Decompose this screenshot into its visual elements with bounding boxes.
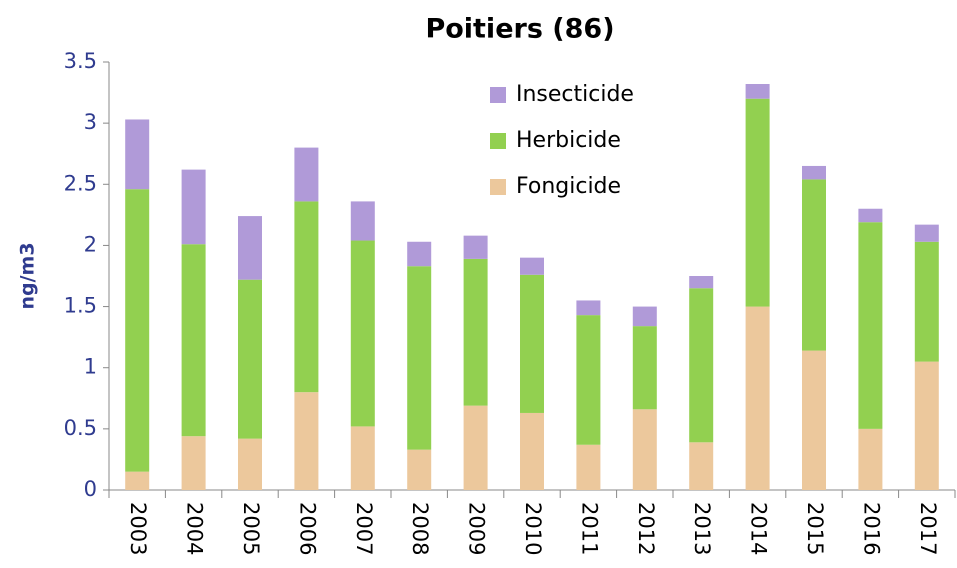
x-tick-label: 2008 bbox=[408, 502, 432, 555]
bar-segment bbox=[350, 240, 375, 427]
bar-segment bbox=[238, 216, 262, 280]
x-tick-label: 2017 bbox=[916, 502, 940, 555]
y-tick-label: 0 bbox=[84, 477, 97, 501]
bar-segment bbox=[407, 266, 432, 450]
bar-segment bbox=[576, 300, 601, 316]
x-tick-label: 2005 bbox=[239, 502, 263, 555]
y-axis-label: ng/m3 bbox=[17, 242, 39, 309]
bar-segment bbox=[125, 471, 150, 490]
y-tick-label: 2 bbox=[84, 232, 97, 256]
bar-segment bbox=[294, 201, 319, 393]
bar-segment bbox=[463, 258, 488, 406]
bar-segment bbox=[858, 428, 883, 490]
bar-segment bbox=[350, 201, 375, 241]
x-tick-label: 2013 bbox=[690, 502, 714, 555]
legend-swatch bbox=[490, 133, 506, 149]
bar-segment bbox=[632, 326, 657, 410]
bar-segment bbox=[294, 392, 319, 490]
bar-segment bbox=[689, 288, 714, 443]
x-tick-label: 2009 bbox=[465, 502, 489, 555]
bar-segment bbox=[802, 179, 826, 351]
x-tick-label: 2012 bbox=[634, 502, 658, 555]
x-tick-label: 2014 bbox=[747, 502, 771, 555]
bar-segment bbox=[520, 412, 544, 490]
bar-segment bbox=[745, 84, 770, 99]
bar-segment bbox=[802, 350, 826, 490]
bar-segment bbox=[858, 208, 883, 223]
x-tick-label: 2006 bbox=[295, 502, 319, 555]
x-tick-label: 2016 bbox=[859, 502, 883, 555]
bar-segment bbox=[520, 257, 544, 275]
y-tick-label: 2.5 bbox=[64, 171, 97, 195]
legend-label: Insecticide bbox=[516, 82, 634, 107]
x-tick-label: 2011 bbox=[577, 502, 601, 555]
bar-segment bbox=[576, 315, 601, 445]
y-tick-label: 1.5 bbox=[64, 294, 97, 318]
x-tick-label: 2007 bbox=[352, 502, 376, 555]
bar-segment bbox=[576, 444, 601, 490]
bar-segment bbox=[858, 222, 883, 429]
x-tick-label: 2015 bbox=[803, 502, 827, 555]
x-tick-label: 2003 bbox=[126, 502, 150, 555]
bar-segment bbox=[407, 241, 432, 267]
bar-segment bbox=[407, 449, 432, 490]
y-tick-label: 3.5 bbox=[64, 49, 97, 73]
bar-segment bbox=[125, 189, 150, 472]
legend-swatch bbox=[490, 179, 506, 195]
bar-segment bbox=[745, 98, 770, 307]
bar-segment bbox=[181, 244, 206, 437]
bar-segment bbox=[689, 442, 714, 490]
bar-segment bbox=[294, 147, 319, 202]
bar-segment bbox=[802, 165, 826, 180]
x-tick-label: 2010 bbox=[521, 502, 545, 555]
bar-segment bbox=[632, 306, 657, 327]
bar-segment bbox=[181, 169, 206, 245]
bar-segment bbox=[745, 306, 770, 490]
chart-title: Poitiers (86) bbox=[425, 14, 614, 45]
y-tick-label: 3 bbox=[84, 110, 97, 134]
legend-label: Herbicide bbox=[516, 128, 621, 153]
y-tick-label: 1 bbox=[84, 355, 97, 379]
bar-segment bbox=[463, 235, 488, 259]
bar-segment bbox=[238, 438, 262, 490]
bar-segment bbox=[520, 274, 544, 413]
bar-segment bbox=[689, 276, 714, 289]
bar-segment bbox=[238, 279, 262, 439]
x-tick-label: 2004 bbox=[183, 502, 207, 555]
bar-segment bbox=[463, 405, 488, 490]
bar-segment bbox=[914, 361, 939, 490]
bar-segment bbox=[632, 409, 657, 490]
bar-segment bbox=[914, 241, 939, 362]
bar-segment bbox=[350, 426, 375, 490]
bar-segment bbox=[181, 436, 206, 490]
legend-swatch bbox=[490, 87, 506, 103]
bar-segment bbox=[914, 224, 939, 242]
legend-label: Fongicide bbox=[516, 174, 621, 199]
y-tick-label: 0.5 bbox=[64, 416, 97, 440]
bar-segment bbox=[125, 119, 150, 190]
